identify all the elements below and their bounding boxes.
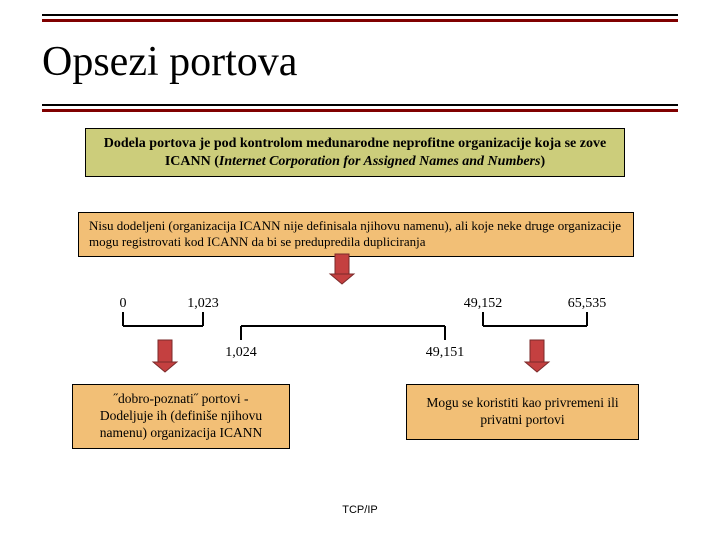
svg-text:65,535: 65,535 — [568, 296, 607, 311]
info-box-main-ital: Internet Corporation for Assigned Names … — [219, 154, 541, 169]
svg-text:49,151: 49,151 — [426, 345, 465, 360]
info-box-main-post: ) — [540, 154, 545, 169]
title-rule-thick — [42, 109, 678, 112]
info-box-wellknown: ˝dobro-poznati˝ portovi - Dodeljuje ih (… — [72, 384, 290, 449]
svg-text:1,024: 1,024 — [225, 345, 257, 360]
info-box-registered: Nisu dodeljeni (organizacija ICANN nije … — [78, 212, 634, 257]
info-box-main: Dodela portova je pod kontrolom međunaro… — [85, 128, 625, 177]
info-box-private: Mogu se koristiti kao privremeni ili pri… — [406, 384, 639, 440]
svg-text:49,152: 49,152 — [464, 296, 503, 311]
top-rule-thick — [42, 19, 678, 22]
slide-title: Opsezi portova — [42, 38, 297, 86]
footer-label: TCP/IP — [0, 504, 720, 516]
svg-text:0: 0 — [120, 296, 127, 311]
svg-text:1,023: 1,023 — [187, 296, 219, 311]
top-rule-thin — [42, 14, 678, 16]
port-range-diagram: 0 1,023 49,152 65,535 1,024 49,151 — [85, 292, 625, 372]
title-rule-thin — [42, 104, 678, 106]
